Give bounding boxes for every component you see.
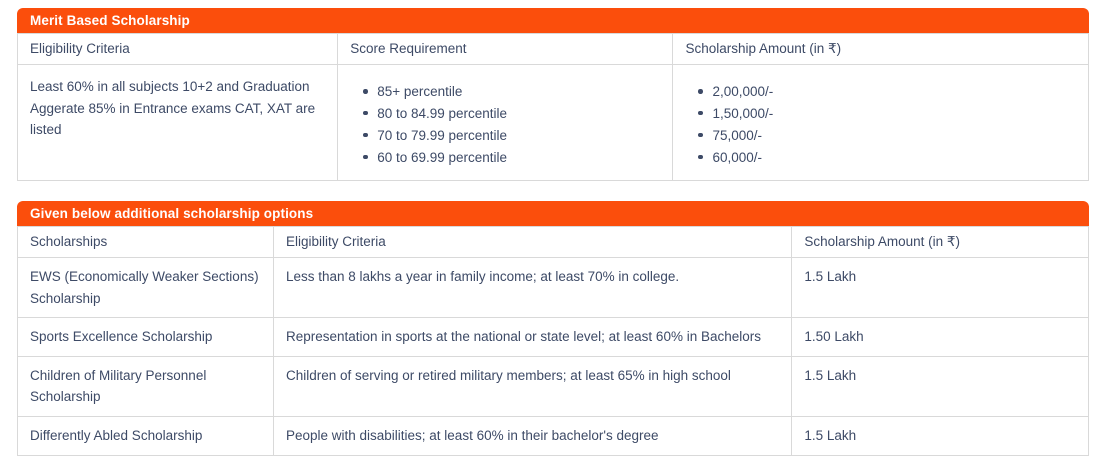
additional-col-scholarship-amount: Scholarship Amount (in ₹): [791, 226, 1089, 258]
eligibility-cell: Representation in sports at the national…: [272, 317, 793, 357]
scholarship-name-cell: EWS (Economically Weaker Sections) Schol…: [17, 256, 274, 319]
table-row: Children of Military Personnel Scholarsh…: [17, 355, 1089, 417]
merit-scholarship-table: Eligibility Criteria Score Requirement S…: [16, 33, 1089, 181]
additional-scholarship-title-bar: Given below additional scholarship optio…: [17, 201, 1089, 226]
table-row: Sports Excellence Scholarship Representa…: [17, 317, 1089, 357]
merit-col-eligibility-criteria: Eligibility Criteria: [16, 33, 339, 65]
merit-col-scholarship-amount: Scholarship Amount (in ₹): [672, 33, 1089, 65]
merit-table-body: Least 60% in all subjects 10+2 and Gradu…: [16, 64, 1089, 181]
scholarship-name-cell: Children of Military Personnel Scholarsh…: [17, 355, 274, 417]
list-item: 60,000/-: [698, 147, 1076, 169]
merit-data-row: Least 60% in all subjects 10+2 and Gradu…: [16, 64, 1089, 181]
eligibility-cell: Children of serving or retired military …: [272, 355, 793, 417]
additional-col-scholarships: Scholarships: [17, 226, 274, 258]
merit-col-score-requirement: Score Requirement: [337, 33, 674, 65]
additional-table-header: Scholarships Eligibility Criteria Schola…: [17, 226, 1089, 258]
scholarship-amount-list: 2,00,000/- 1,50,000/- 75,000/- 60,000/-: [685, 81, 1076, 168]
merit-scholarship-title-bar: Merit Based Scholarship: [17, 8, 1089, 33]
list-item: 75,000/-: [698, 125, 1076, 147]
list-item: 60 to 69.99 percentile: [363, 147, 660, 169]
amount-cell: 1.5 Lakh: [791, 256, 1089, 319]
list-item: 1,50,000/-: [698, 103, 1076, 125]
merit-score-cell: 85+ percentile 80 to 84.99 percentile 70…: [337, 64, 674, 181]
additional-scholarship-table: Scholarships Eligibility Criteria Schola…: [17, 226, 1089, 456]
eligibility-cell: People with disabilities; at least 60% i…: [272, 415, 793, 456]
list-item: 70 to 79.99 percentile: [363, 125, 660, 147]
table-row: EWS (Economically Weaker Sections) Schol…: [17, 256, 1089, 319]
eligibility-cell: Less than 8 lakhs a year in family incom…: [272, 256, 793, 319]
list-item: 2,00,000/-: [698, 81, 1076, 103]
amount-cell: 1.5 Lakh: [791, 355, 1089, 417]
amount-cell: 1.5 Lakh: [791, 415, 1089, 456]
additional-scholarship-section: Given below additional scholarship optio…: [17, 201, 1089, 456]
table-row: Differently Abled Scholarship People wit…: [17, 415, 1089, 456]
amount-cell: 1.50 Lakh: [791, 317, 1089, 357]
list-item: 80 to 84.99 percentile: [363, 103, 660, 125]
list-item: 85+ percentile: [363, 81, 660, 103]
merit-scholarship-section: Merit Based Scholarship Eligibility Crit…: [16, 8, 1089, 181]
additional-header-row: Scholarships Eligibility Criteria Schola…: [17, 226, 1089, 258]
scholarship-name-cell: Differently Abled Scholarship: [17, 415, 274, 456]
merit-header-row: Eligibility Criteria Score Requirement S…: [16, 33, 1089, 65]
merit-amount-cell: 2,00,000/- 1,50,000/- 75,000/- 60,000/-: [672, 64, 1089, 181]
scholarship-name-cell: Sports Excellence Scholarship: [17, 317, 274, 357]
score-requirement-list: 85+ percentile 80 to 84.99 percentile 70…: [350, 81, 660, 168]
additional-col-eligibility-criteria: Eligibility Criteria: [272, 226, 793, 258]
merit-table-header: Eligibility Criteria Score Requirement S…: [16, 33, 1089, 65]
additional-table-body: EWS (Economically Weaker Sections) Schol…: [17, 256, 1089, 456]
merit-eligibility-cell: Least 60% in all subjects 10+2 and Gradu…: [16, 64, 339, 181]
